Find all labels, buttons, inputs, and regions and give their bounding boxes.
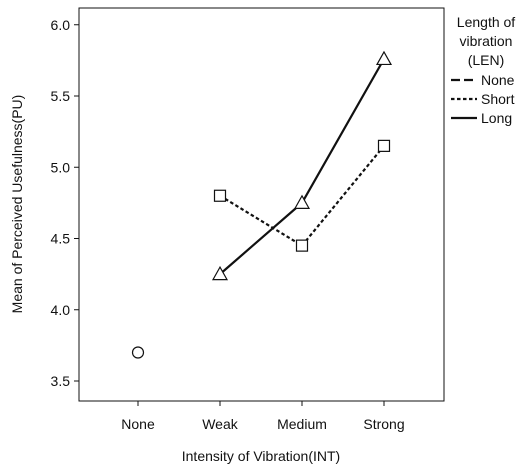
data-point (211, 265, 229, 281)
x-tick-label: None (121, 416, 155, 432)
series-layer (131, 50, 393, 359)
y-axis: 3.5 4.0 4.5 5.0 5.5 6.0 (51, 17, 79, 389)
y-axis-title: Mean of Perceived Usefulness(PU) (9, 95, 25, 314)
data-point (293, 194, 311, 209)
x-axis: None Weak Medium Strong (121, 401, 405, 432)
y-tick-label: 6.0 (51, 17, 71, 33)
y-tick-label: 3.5 (51, 373, 71, 389)
series-none (131, 346, 145, 359)
data-point (213, 189, 227, 202)
y-tick-label: 5.5 (51, 88, 71, 104)
x-tick-label: Weak (202, 416, 239, 432)
y-tick-label: 4.0 (51, 302, 71, 318)
series-long (211, 50, 393, 281)
legend-title-line-3: (LEN) (468, 52, 505, 68)
series-short (213, 139, 391, 252)
x-axis-title: Intensity of Vibration(INT) (182, 448, 340, 464)
y-tick-label: 5.0 (51, 159, 71, 175)
y-tick-label: 4.5 (51, 231, 71, 247)
data-point (375, 50, 393, 66)
legend-title-line-1: Length of (457, 14, 515, 30)
x-tick-label: Medium (277, 416, 327, 432)
x-tick-label: Strong (363, 416, 404, 432)
data-point (377, 139, 391, 152)
data-point (131, 346, 145, 359)
legend-label: Short (481, 91, 515, 107)
legend-items: None Short Long (451, 72, 515, 126)
data-point (295, 239, 309, 252)
legend-label: None (481, 72, 515, 88)
legend-label: Long (481, 110, 512, 126)
legend: Length of vibration (LEN) None Short Long (451, 14, 515, 126)
series-line (219, 145, 385, 248)
legend-title-line-2: vibration (460, 33, 513, 49)
plot-frame (78, 7, 445, 402)
